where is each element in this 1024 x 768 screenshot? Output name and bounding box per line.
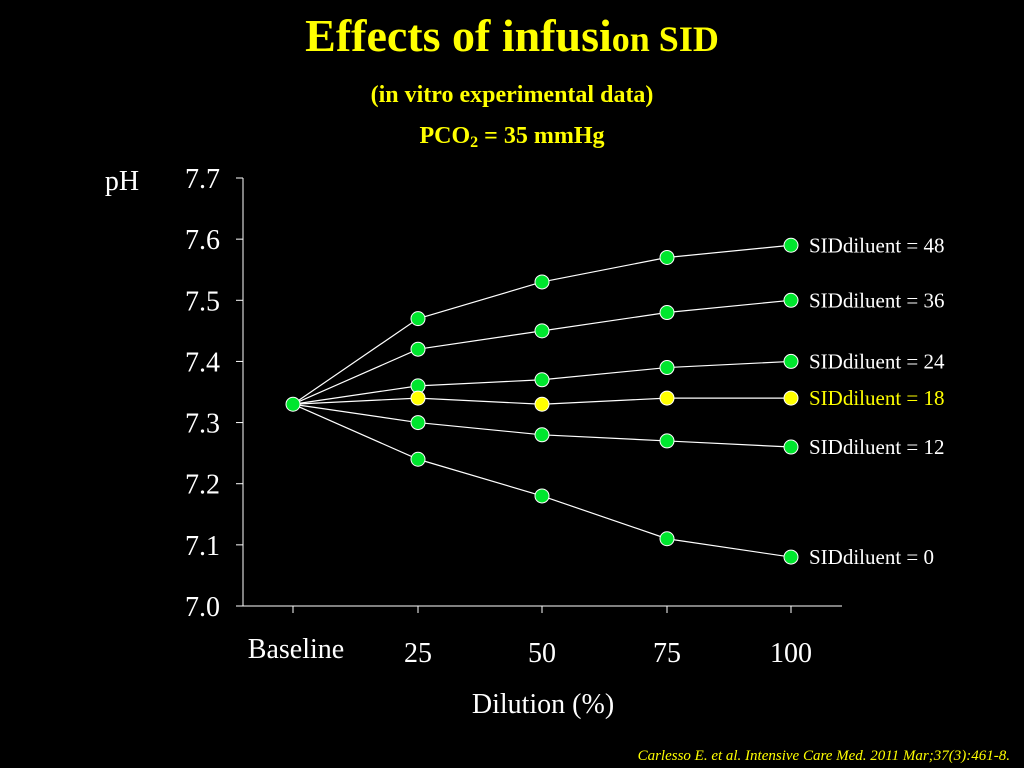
data-point	[534, 274, 550, 290]
y-tick-label: 7.6	[185, 225, 220, 256]
x-tick-label: 75	[653, 638, 681, 669]
pco2-value: = 35 mmHg	[478, 123, 605, 149]
data-point	[410, 451, 426, 467]
data-point	[783, 237, 799, 253]
data-point	[659, 360, 675, 376]
data-point	[783, 390, 799, 406]
data-point	[783, 549, 799, 565]
y-axis-label: pH	[105, 166, 139, 197]
data-point	[783, 353, 799, 369]
series-points	[285, 237, 799, 565]
data-point	[410, 341, 426, 357]
slide-title-small: on SID	[611, 19, 719, 59]
data-point	[534, 396, 550, 412]
x-tick-label: Baseline	[248, 634, 344, 665]
pco2-label: PCO	[419, 123, 471, 149]
y-tick-label: 7.1	[185, 531, 220, 562]
data-point	[659, 433, 675, 449]
baseline-point	[285, 396, 301, 412]
pco2-line: PCO2 = 35 mmHg	[0, 121, 1024, 151]
series-label: SIDdiluent = 0	[809, 545, 934, 569]
x-tick-label: 50	[528, 638, 556, 669]
data-point	[410, 415, 426, 431]
data-point	[659, 305, 675, 321]
data-point	[534, 323, 550, 339]
y-tick-label: 7.4	[185, 347, 220, 378]
series-label: SIDdiluent = 36	[809, 288, 945, 312]
y-tick-label: 7.5	[185, 286, 220, 317]
x-tick-label: 25	[404, 638, 432, 669]
data-point	[534, 372, 550, 388]
data-point	[534, 488, 550, 504]
data-point	[783, 292, 799, 308]
series-line	[292, 403, 792, 558]
y-tick-label: 7.3	[185, 409, 220, 440]
series-label: SIDdiluent = 24	[809, 349, 945, 373]
pco2-subscript: 2	[470, 134, 479, 151]
data-point	[534, 427, 550, 443]
chart-axes	[236, 177, 842, 613]
x-axis-label: Dilution (%)	[472, 689, 614, 720]
citation: Carlesso E. et al. Intensive Care Med. 2…	[637, 748, 1010, 764]
data-point	[410, 311, 426, 327]
slide-title: Effects of infusion SID	[0, 8, 1024, 67]
data-point	[659, 390, 675, 406]
slide-subtitle: (in vitro experimental data)	[370, 82, 654, 108]
x-tick-label: 100	[770, 638, 812, 669]
data-point	[659, 531, 675, 547]
data-point	[783, 439, 799, 455]
data-point	[410, 390, 426, 406]
y-tick-label: 7.7	[185, 164, 220, 195]
series-label: SIDdiluent = 48	[809, 233, 945, 257]
y-tick-label: 7.2	[185, 470, 220, 501]
data-point	[659, 249, 675, 265]
series-label: SIDdiluent = 12	[809, 435, 945, 459]
chart-labels: 7.0 7.1 7.2 7.3 7.4 7.5 7.6 7.7 Baseline 25 50 75 10…	[105, 164, 945, 720]
slide-title-main: Effects of infusi	[305, 10, 612, 61]
series-label: SIDdiluent = 18	[809, 386, 945, 410]
series-line	[292, 299, 792, 405]
y-tick-label: 7.0	[185, 592, 220, 623]
